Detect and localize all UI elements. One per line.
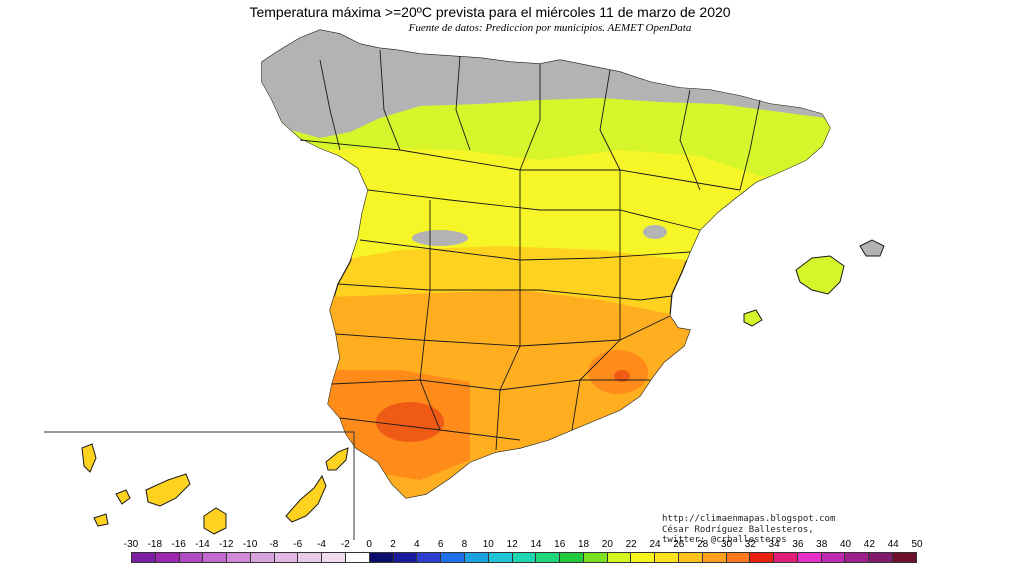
scale-swatch	[869, 553, 893, 562]
scale-swatch	[488, 553, 513, 562]
scale-tick-label: 18	[577, 539, 590, 550]
scale-swatch	[274, 553, 299, 562]
island-gran-canaria	[203, 507, 227, 535]
scale-tick-label: 22	[625, 539, 637, 550]
scale-tick-label: 8	[461, 539, 468, 550]
map-subtitle: Fuente de datos: Prediccion por municipi…	[408, 22, 692, 34]
scale-swatch	[560, 553, 584, 562]
scale-swatch	[655, 553, 679, 562]
scale-swatch	[393, 553, 418, 562]
scale-tick-label: 14	[530, 539, 542, 550]
province-borders	[299, 49, 761, 451]
scale-swatch	[536, 553, 561, 562]
zone-yellow	[262, 120, 830, 262]
scale-tick-label: 24	[649, 539, 661, 550]
map-title: Temperatura máxima >=20ºC prevista para …	[249, 4, 731, 20]
island-el-hierro	[93, 513, 109, 527]
scale-tick-label: 34	[768, 539, 780, 550]
scale-tick-label: 32	[744, 539, 756, 550]
scale-tick-label: 50	[911, 539, 923, 550]
scale-swatch	[750, 553, 775, 562]
scale-swatch	[369, 553, 394, 562]
canary-inset-frame	[44, 431, 355, 540]
scale-swatch	[298, 553, 323, 562]
scale-swatch	[250, 553, 275, 562]
scale-tick-label: -4	[317, 539, 326, 550]
scale-swatch	[441, 553, 465, 562]
scale-swatch	[464, 553, 489, 562]
scale-swatch	[155, 553, 180, 562]
scale-tick-label: 30	[720, 539, 733, 550]
island-menorca	[859, 239, 885, 257]
scale-swatch	[322, 553, 347, 562]
scale-tick-label: -18	[147, 539, 163, 550]
scale-tick-label: 2	[390, 539, 396, 550]
scale-tick-label: 20	[601, 539, 613, 550]
scale-tick-label: 28	[697, 539, 709, 550]
island-la-gomera	[115, 489, 131, 505]
author-credit: César Rodríguez Ballesteros, twitter: @c…	[662, 525, 814, 545]
island-fuerteventura	[285, 474, 327, 523]
scale-swatch	[702, 553, 727, 562]
scale-tick-label: 36	[792, 539, 804, 550]
scale-tick-label: 40	[839, 539, 852, 550]
scale-tick-label: -8	[269, 539, 279, 550]
scale-tick-label: 44	[887, 539, 899, 550]
island-mallorca	[795, 255, 845, 295]
scale-tick-label: 38	[816, 539, 828, 550]
scale-swatch	[821, 553, 846, 562]
scale-swatch	[607, 553, 632, 562]
scale-tick-label: -12	[219, 539, 234, 550]
scale-bar	[131, 552, 917, 563]
scale-swatch	[893, 553, 916, 562]
scale-tick-label: -16	[171, 539, 186, 550]
scale-tick-label: 0	[366, 539, 372, 550]
island-ibiza	[743, 309, 763, 327]
scale-swatch	[678, 553, 703, 562]
zone-red-murcia	[614, 370, 630, 382]
island-la-palma	[81, 443, 97, 473]
scale-tick-label: -2	[340, 539, 350, 550]
scale-swatch	[583, 553, 608, 562]
scale-tick-label: 4	[414, 539, 420, 550]
scale-swatch	[774, 553, 798, 562]
scale-swatch	[797, 553, 822, 562]
scale-tick-label: 26	[673, 539, 685, 550]
blog-credit: http://climaenmapas.blogspot.com	[662, 514, 836, 524]
scale-tick-label: 10	[482, 539, 494, 550]
scale-tick-label: -10	[242, 539, 258, 550]
scale-tick-labels: -30 -18 -16 -14 -12 -10 -8 -6 -4 -2 0 2 4 6 8 10 12 14 16 1…	[124, 539, 923, 551]
island-lanzarote	[325, 447, 349, 471]
zone-gray-iberico	[643, 225, 667, 239]
scale-tick-label: -14	[195, 539, 210, 550]
scale-tick-label: 42	[863, 539, 875, 550]
scale-swatch	[417, 553, 442, 562]
scale-swatch	[512, 553, 537, 562]
scale-swatch	[132, 553, 156, 562]
scale-tick-label: -30	[123, 539, 139, 550]
zone-gray-central	[412, 230, 468, 246]
scale-swatch	[203, 553, 228, 562]
color-scale: -30 -18 -16 -14 -12 -10 -8 -6 -4 -2 0 2 4 6 8 10 12 14 16 1…	[124, 539, 923, 569]
scale-swatch	[179, 553, 204, 562]
scale-tick-label: 6	[437, 539, 444, 550]
scale-swatch	[845, 553, 870, 562]
scale-tick-label: 12	[506, 539, 518, 550]
scale-tick-label: 16	[554, 539, 566, 550]
scale-tick-label: -6	[293, 539, 303, 550]
island-tenerife	[145, 473, 191, 507]
scale-swatch	[227, 553, 251, 562]
zone-red-guadalquivir	[376, 402, 444, 442]
scale-swatch	[726, 553, 751, 562]
scale-swatch	[631, 553, 656, 562]
scale-swatch	[346, 553, 370, 562]
